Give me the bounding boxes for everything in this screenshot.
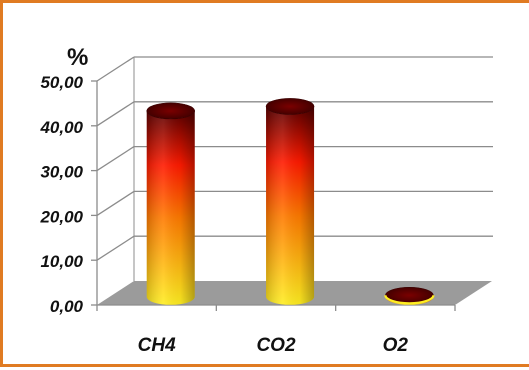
gridline-side <box>96 56 135 82</box>
x-tick-label: CO2 <box>256 335 296 356</box>
y-axis-ticks: 0,00 10,00 20,00 30,00 40,00 50,00 <box>39 73 97 316</box>
gridline-side <box>96 101 135 127</box>
bar-shading <box>266 106 315 305</box>
bars <box>146 98 435 305</box>
bar-o2 <box>384 286 435 305</box>
y-tick-label: 40,00 <box>39 118 83 137</box>
y-axis-unit-label: % <box>67 44 88 71</box>
bar-rim <box>384 295 435 305</box>
y-tick-label: 30,00 <box>40 163 83 182</box>
gridline-side <box>96 235 135 261</box>
x-tick-label: O2 <box>383 335 409 356</box>
y-tick-label: 50,00 <box>40 73 83 92</box>
y-tick-label: 0,00 <box>50 297 84 316</box>
x-axis-labels: CH4 CO2 O2 <box>138 335 409 356</box>
bar-co2 <box>265 98 315 305</box>
bar-cap <box>146 102 196 120</box>
gridline-side <box>96 190 135 216</box>
y-tick-label: 10,00 <box>40 252 83 271</box>
gridline-side <box>96 146 135 172</box>
x-tick-label: CH4 <box>138 335 176 356</box>
bar-ch4 <box>146 102 196 305</box>
bar-chart: % 0,00 10,00 20,00 30,00 40,00 50,00 CH4 CO2 O2 <box>39 44 493 356</box>
bar-shading <box>146 110 195 305</box>
bar-cap <box>265 98 315 115</box>
y-tick-label: 20,00 <box>39 207 83 226</box>
